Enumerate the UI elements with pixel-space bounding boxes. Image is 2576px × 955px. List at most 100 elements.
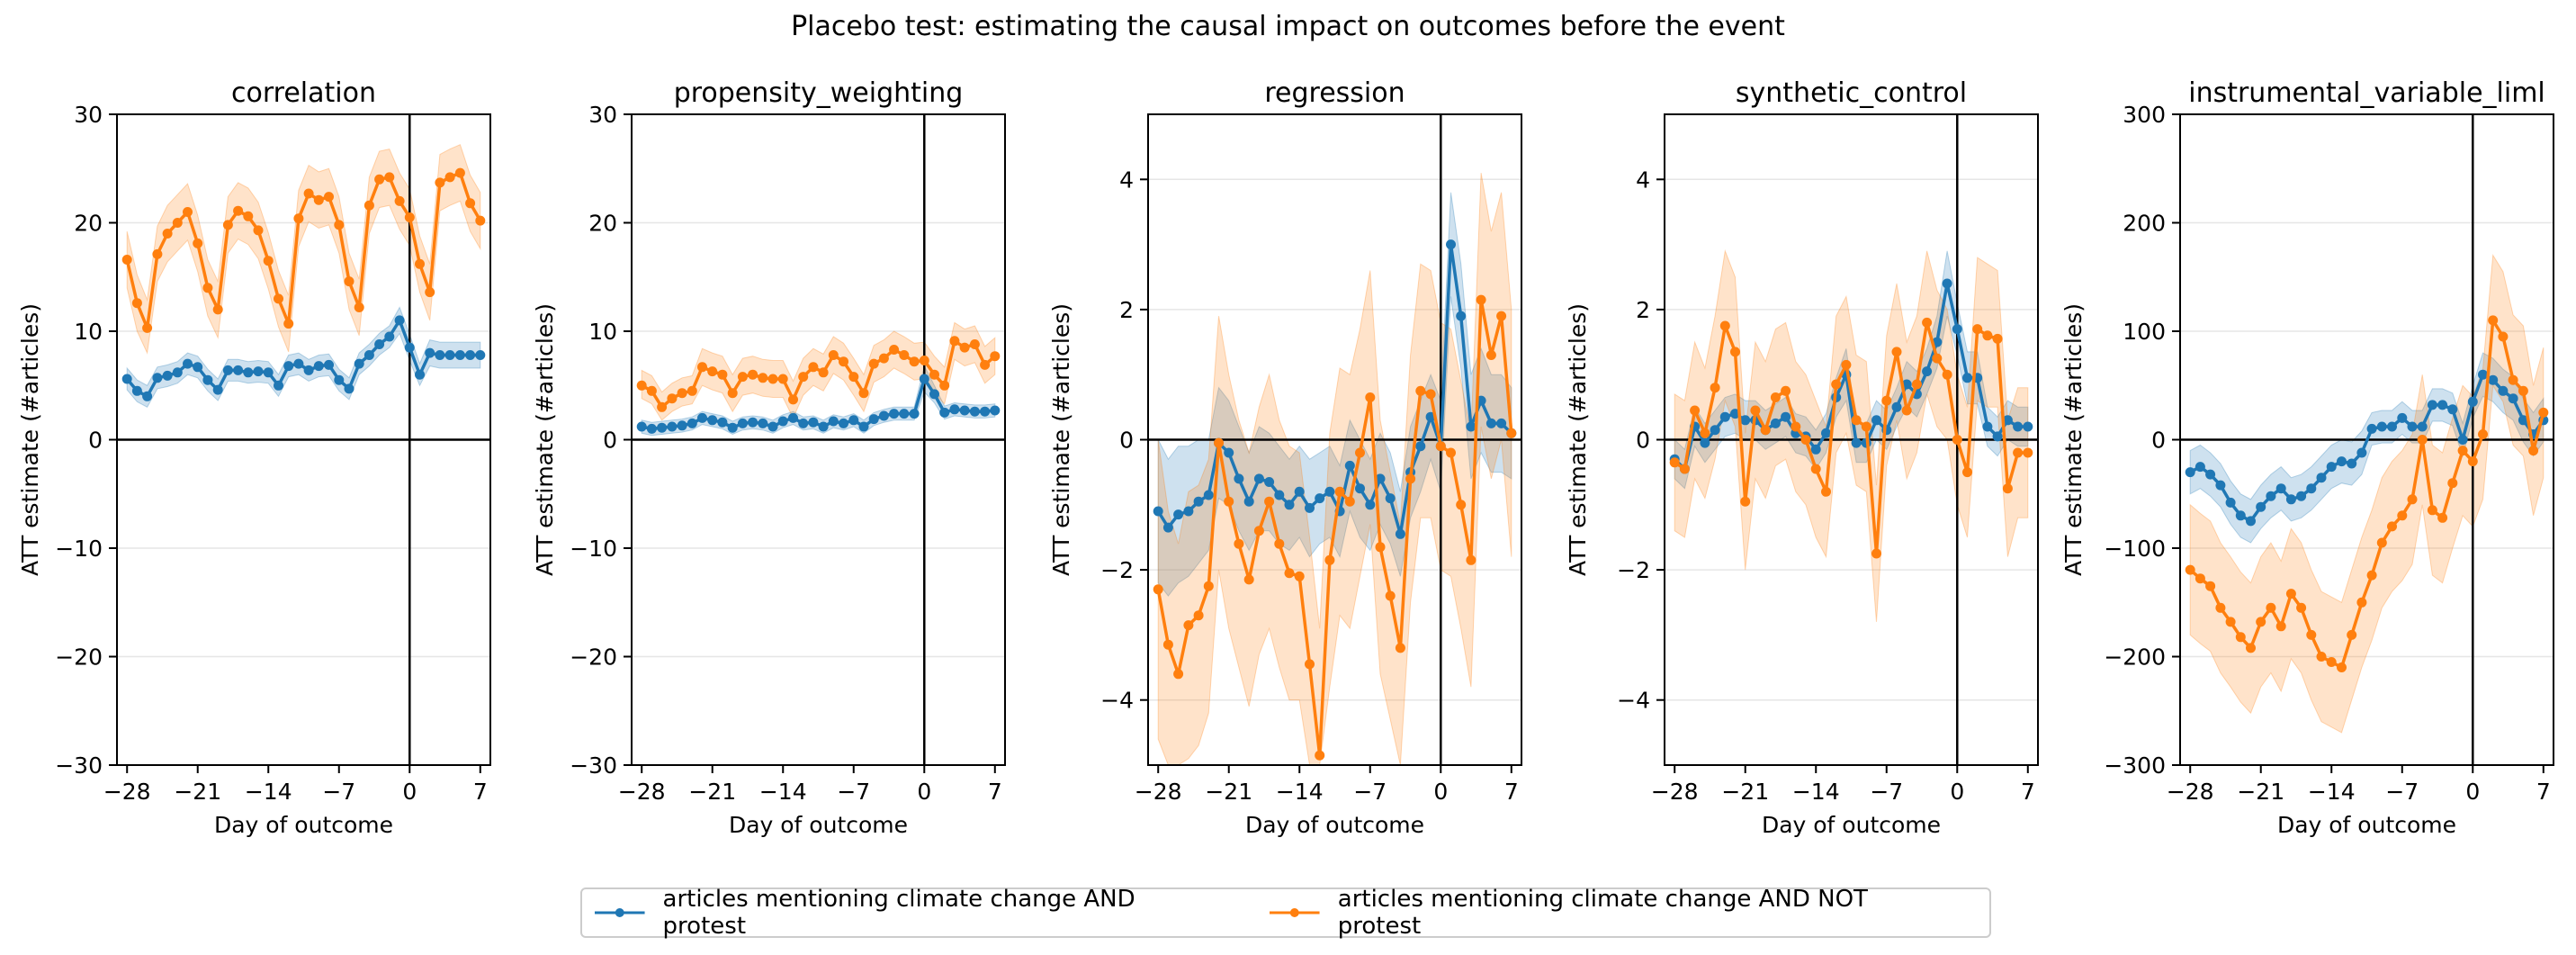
series-point-0 bbox=[969, 406, 980, 417]
series-point-0 bbox=[2285, 494, 2296, 505]
series-point-1 bbox=[1901, 405, 1912, 416]
y-axis-label: ATT estimate (#articles) bbox=[17, 303, 43, 576]
series-point-0 bbox=[788, 412, 798, 423]
series-point-0 bbox=[293, 358, 304, 369]
series-point-1 bbox=[1405, 473, 1416, 484]
series-point-0 bbox=[748, 417, 758, 428]
plot-area bbox=[1148, 114, 1521, 765]
series-point-1 bbox=[2205, 581, 2216, 591]
series-point-0 bbox=[162, 370, 173, 381]
series-point-1 bbox=[1305, 659, 1315, 670]
series-point-1 bbox=[384, 172, 395, 183]
series-point-1 bbox=[788, 394, 798, 405]
x-tick-label: −28 bbox=[1135, 779, 1182, 805]
series-point-1 bbox=[2215, 602, 2226, 613]
series-point-1 bbox=[969, 339, 980, 349]
series-point-1 bbox=[2488, 315, 2499, 326]
series-point-1 bbox=[2195, 573, 2205, 584]
series-point-0 bbox=[1456, 311, 1467, 321]
figure-canvas: −28 −21 −14 −7 0 7−30−20−100102030correlation… bbox=[17, 77, 2554, 838]
series-point-1 bbox=[131, 298, 142, 309]
series-point-0 bbox=[2376, 421, 2387, 432]
series-point-0 bbox=[142, 391, 153, 401]
series-point-1 bbox=[243, 211, 254, 221]
series-point-0 bbox=[2296, 491, 2307, 501]
x-tick-label: 0 bbox=[1950, 779, 1964, 805]
x-axis-label: Day of outcome bbox=[729, 812, 908, 838]
series-point-1 bbox=[1234, 538, 1244, 549]
series-point-0 bbox=[899, 409, 910, 419]
series-point-0 bbox=[2427, 400, 2437, 410]
series-point-1 bbox=[868, 358, 879, 369]
series-point-0 bbox=[959, 405, 970, 416]
plot-area bbox=[2180, 114, 2554, 765]
series-point-1 bbox=[1224, 496, 1234, 507]
series-point-1 bbox=[162, 229, 173, 239]
x-tick-label: 0 bbox=[2465, 779, 2480, 805]
panel-4: −28 −21 −14 −7 0 7 −300 −200 −100 0 100 200 300 instr… bbox=[2060, 77, 2554, 838]
series-point-0 bbox=[697, 412, 707, 423]
series-point-0 bbox=[2215, 480, 2226, 491]
series-point-0 bbox=[465, 350, 476, 360]
series-point-0 bbox=[1446, 239, 1456, 250]
y-tick-label: 4 bbox=[1636, 167, 1650, 193]
series-point-0 bbox=[2488, 374, 2499, 385]
series-point-1 bbox=[1344, 496, 1355, 507]
series-point-1 bbox=[1700, 428, 1710, 438]
y-axis-label: ATT estimate (#articles) bbox=[532, 303, 558, 576]
confidence-band-series-0 bbox=[641, 365, 996, 437]
series-point-0 bbox=[889, 409, 900, 419]
series-point-0 bbox=[2266, 491, 2276, 501]
legend-swatch-not-protest bbox=[1270, 908, 1320, 917]
x-tick-label: −14 bbox=[759, 779, 807, 805]
series-point-1 bbox=[959, 342, 970, 353]
series-point-1 bbox=[1669, 457, 1680, 468]
series-point-0 bbox=[1355, 483, 1365, 494]
series-point-0 bbox=[980, 406, 991, 417]
series-point-1 bbox=[2447, 478, 2458, 489]
series-point-1 bbox=[2235, 632, 2246, 643]
series-point-1 bbox=[344, 276, 355, 287]
series-point-1 bbox=[313, 194, 324, 205]
x-tick-label: −21 bbox=[1721, 779, 1769, 805]
series-point-0 bbox=[1700, 437, 1710, 448]
series-point-1 bbox=[1881, 395, 1892, 406]
series-point-0 bbox=[263, 367, 274, 378]
series-point-1 bbox=[1264, 496, 1275, 507]
series-point-1 bbox=[1952, 435, 1962, 445]
series-point-1 bbox=[2427, 505, 2437, 516]
series-point-1 bbox=[1942, 369, 1952, 380]
series-point-1 bbox=[283, 319, 294, 329]
series-point-1 bbox=[1972, 324, 1983, 335]
series-point-0 bbox=[798, 418, 809, 428]
x-tick-label: 7 bbox=[2021, 779, 2035, 805]
series-point-1 bbox=[2285, 589, 2296, 599]
series-point-0 bbox=[303, 365, 314, 375]
series-point-1 bbox=[839, 356, 848, 367]
series-point-1 bbox=[1456, 500, 1467, 510]
series-point-1 bbox=[1851, 415, 1862, 426]
panel-title: synthetic_control bbox=[1736, 77, 1967, 109]
series-point-0 bbox=[2417, 421, 2428, 432]
series-point-1 bbox=[657, 401, 668, 412]
series-point-1 bbox=[1243, 574, 1254, 585]
series-point-1 bbox=[2457, 446, 2468, 456]
series-point-1 bbox=[929, 369, 939, 380]
x-tick-label: −21 bbox=[688, 779, 736, 805]
series-point-1 bbox=[2326, 657, 2337, 667]
series-point-1 bbox=[697, 362, 707, 373]
x-tick-label: 0 bbox=[402, 779, 417, 805]
panel-title: instrumental_variable_liml bbox=[2188, 77, 2545, 109]
series-point-1 bbox=[1324, 554, 1335, 565]
series-point-1 bbox=[1506, 428, 1517, 438]
series-point-0 bbox=[2185, 467, 2195, 478]
series-point-1 bbox=[465, 198, 476, 209]
series-point-1 bbox=[1770, 392, 1781, 402]
series-point-1 bbox=[263, 256, 274, 266]
legend-item-protest: articles mentioning climate change AND p… bbox=[595, 886, 1221, 940]
series-point-1 bbox=[2013, 447, 2024, 458]
series-point-1 bbox=[202, 283, 213, 293]
series-point-0 bbox=[1153, 506, 1163, 517]
series-point-1 bbox=[1710, 383, 1720, 393]
confidence-band-series-0 bbox=[2189, 352, 2545, 544]
